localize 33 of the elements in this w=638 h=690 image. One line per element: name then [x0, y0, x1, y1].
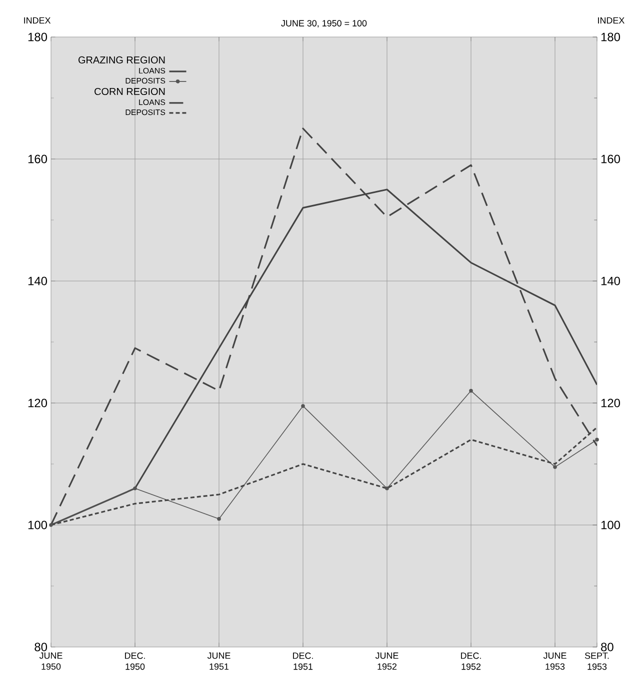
- x-tick-label: DEC. 1950: [125, 652, 145, 670]
- y-tick-label: 100: [28, 520, 48, 530]
- annotation: CORN REGION: [94, 88, 165, 96]
- point: [469, 388, 473, 393]
- point: [553, 465, 557, 469]
- y-tick-label: 140: [28, 276, 48, 286]
- y2-axis-title: INDEX: [598, 17, 624, 24]
- point: [217, 517, 221, 521]
- y-tick-label: 160: [28, 154, 48, 164]
- y2-tick-label: 180: [601, 32, 620, 42]
- x-tick-label: JUNE 1951: [207, 652, 230, 670]
- chart-title: JUNE 30, 1950 = 100: [281, 20, 367, 28]
- y2-tick-label: 120: [601, 398, 620, 408]
- y-tick-label: 180: [28, 32, 48, 42]
- y-tick-label: 80: [34, 642, 48, 652]
- y2-tick-label: 100: [601, 520, 620, 530]
- x-tick-label: SEPT. 1953: [584, 652, 609, 670]
- y2-tick-label: 80: [601, 642, 614, 652]
- y-axis-title: INDEX: [24, 17, 51, 24]
- x-tick-label: JUNE 1953: [543, 652, 566, 670]
- y-tick-label: 120: [28, 398, 48, 408]
- x-tick-label: JUNE 1950: [39, 652, 62, 670]
- annotation: GRAZING REGION: [78, 56, 165, 64]
- y2-tick-label: 140: [601, 276, 620, 286]
- y2-tick-label: 160: [601, 154, 620, 164]
- x-tick-label: DEC. 1951: [293, 652, 313, 670]
- x-tick-label: DEC. 1952: [461, 652, 481, 670]
- x-tick-label: JUNE 1952: [375, 652, 398, 670]
- point: [385, 486, 389, 490]
- point: [133, 486, 137, 490]
- point: [595, 438, 599, 442]
- point: [301, 404, 305, 408]
- point: [49, 523, 53, 527]
